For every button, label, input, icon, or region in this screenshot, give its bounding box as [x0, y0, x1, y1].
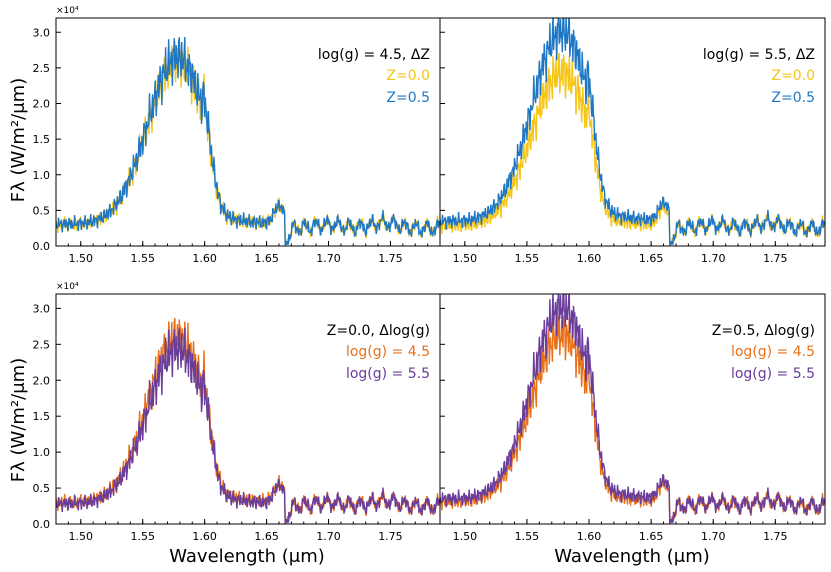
x-tick-label: 1.60 — [577, 530, 602, 543]
x-tick-label: 1.60 — [192, 530, 217, 543]
x-tick-label: 1.75 — [763, 252, 788, 265]
x-axis-label-left: Wavelength (μm) — [169, 546, 325, 567]
x-tick-label: 1.75 — [378, 530, 403, 543]
x-tick-label: 1.70 — [316, 530, 341, 543]
x-tick-label: 1.60 — [577, 252, 602, 265]
y-tick-label: 3.0 — [33, 26, 51, 39]
series-group — [56, 317, 440, 524]
x-tick-label: 1.65 — [639, 252, 664, 265]
legend-entry: Z=0.0 — [386, 68, 430, 84]
x-tick-label: 1.55 — [515, 252, 540, 265]
y-tick-label: 0.5 — [33, 482, 51, 495]
panel-top-left: 1.50 1.55 1.60 1.65 1.70 1.75 0.0 0.5 1.0 1.5 2.0 2… — [33, 17, 441, 265]
legend-entry: log(g) = 4.5 — [731, 344, 815, 360]
plot-frame — [439, 17, 826, 247]
series-line — [56, 36, 440, 246]
y-tick-label: 3.0 — [33, 302, 51, 315]
x-tick-label: 1.70 — [701, 530, 726, 543]
series-group — [440, 294, 825, 524]
y-tick-label: 1.0 — [33, 169, 51, 182]
x-tick-label: 1.50 — [69, 530, 94, 543]
x-tick-label: 1.70 — [701, 252, 726, 265]
y-tick-label: 2.0 — [33, 374, 51, 387]
x-tick-label: 1.50 — [453, 530, 478, 543]
y-axis-label-bottom: Fλ (W/m²/μm) — [8, 358, 29, 482]
multiplier-top: ×10⁴ — [56, 6, 79, 16]
series-line — [56, 327, 440, 524]
y-tick-label: 1.5 — [33, 133, 51, 146]
panel-bottom-left: 1.50 1.55 1.60 1.65 1.70 1.75 0.0 0.5 1.0 1.5 2.0 2… — [33, 293, 441, 543]
x-tick-label: 1.60 — [192, 252, 217, 265]
y-tick-label: 0.0 — [33, 240, 51, 253]
legend-title: log(g) = 4.5, ΔZ — [318, 47, 430, 63]
x-tick-label: 1.70 — [316, 252, 341, 265]
legend-title: log(g) = 5.5, ΔZ — [703, 47, 815, 63]
y-tick-label: 0.5 — [33, 204, 51, 217]
legend-entry: Z=0.5 — [386, 90, 430, 106]
y-tick-label: 2.0 — [33, 98, 51, 111]
x-tick-label: 1.75 — [378, 252, 403, 265]
legend-entry: log(g) = 5.5 — [346, 366, 430, 382]
x-tick-label: 1.55 — [130, 252, 155, 265]
x-tick-label: 1.55 — [515, 530, 540, 543]
legend-entry: log(g) = 5.5 — [731, 366, 815, 382]
multiplier-bottom: ×10⁴ — [56, 282, 79, 292]
y-tick-label: 0.0 — [33, 518, 51, 531]
series-group — [56, 36, 440, 246]
x-tick-label: 1.65 — [254, 530, 279, 543]
y-tick-label: 2.5 — [33, 338, 51, 351]
x-tick-label: 1.75 — [763, 530, 788, 543]
series-line — [440, 294, 825, 524]
x-tick-label: 1.50 — [453, 252, 478, 265]
legend-entry: Z=0.0 — [771, 68, 815, 84]
y-tick-label: 2.5 — [33, 62, 51, 75]
legend-title: Z=0.0, Δlog(g) — [327, 323, 430, 339]
series-group — [440, 18, 825, 246]
x-tick-label: 1.50 — [69, 252, 94, 265]
legend-title: Z=0.5, Δlog(g) — [712, 323, 815, 339]
x-tick-label: 1.55 — [130, 530, 155, 543]
x-tick-label: 1.65 — [254, 252, 279, 265]
y-axis-label-top: Fλ (W/m²/μm) — [8, 78, 29, 202]
plot-frame — [439, 293, 826, 525]
x-tick-label: 1.65 — [639, 530, 664, 543]
series-line — [440, 18, 825, 246]
y-tick-label: 1.5 — [33, 410, 51, 423]
panel-top-right: 1.50 1.55 1.60 1.65 1.70 1.75 log(g) = 5.5, ΔZ… — [439, 17, 826, 265]
legend-entry: log(g) = 4.5 — [346, 344, 430, 360]
legend-entry: Z=0.5 — [771, 90, 815, 106]
x-axis-label-right: Wavelength (μm) — [554, 546, 710, 567]
panel-bottom-right: 1.50 1.55 1.60 1.65 1.70 1.75 Z=0.5, Δlog(g) lo… — [439, 293, 826, 543]
y-tick-label: 1.0 — [33, 446, 51, 459]
